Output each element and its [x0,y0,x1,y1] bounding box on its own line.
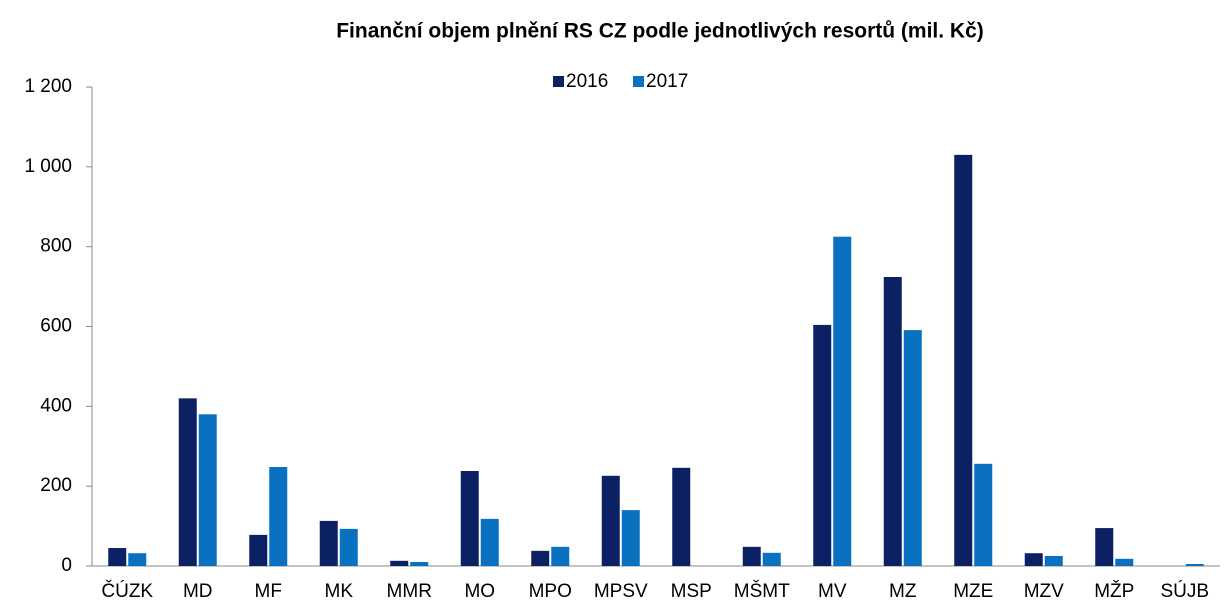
chart-title: Finanční objem plnění RS CZ podle jednot… [336,20,984,43]
legend-label: 2016 [566,71,608,92]
y-tick-label: 1 000 [24,156,72,177]
x-tick-label: MV [818,581,847,602]
x-tick-label: MPO [529,581,572,602]
x-tick-label: MMR [387,581,432,602]
y-tick-label: 600 [40,316,72,337]
x-tick-label: MO [464,581,495,602]
x-tick-label: MF [255,581,282,602]
x-tick-label: MZV [1024,581,1064,602]
y-tick-label: 1 200 [24,76,72,97]
y-tick-label: 0 [61,555,72,576]
bar [601,475,620,566]
bar [974,463,993,566]
x-tick-label: MZE [953,581,993,602]
x-tick-label: MZ [889,581,917,602]
legend-label: 2017 [646,71,688,92]
bar [621,510,640,566]
bar [883,277,902,566]
bar [1115,558,1134,566]
x-tick-label: MD [183,581,213,602]
x-tick-label: MŠMT [734,580,790,602]
bar [108,548,127,566]
x-tick-label: MSP [671,581,712,602]
bar [339,528,358,566]
x-tick-label: ČÚZK [101,580,153,602]
bar [1044,556,1063,566]
bar [1024,553,1043,566]
bar [903,330,922,566]
y-tick-label: 400 [40,395,72,416]
bar [410,562,429,566]
bar [954,154,973,566]
bar [390,560,409,566]
bar [1185,564,1204,566]
bar [460,470,479,566]
bar [480,518,499,566]
legend-swatch [633,76,644,87]
bar [742,546,761,566]
bar [269,467,288,566]
bar [531,550,550,566]
bar [178,398,197,566]
bar [198,414,217,566]
bar [1095,528,1114,566]
bar [128,553,147,566]
bar [551,546,570,566]
bar [249,534,268,566]
bar [319,520,338,566]
legend-swatch [553,76,564,87]
x-tick-label: MŽP [1094,580,1134,602]
y-tick-label: 200 [40,475,72,496]
bar [672,467,691,566]
bar [762,552,781,566]
bar [813,324,832,566]
x-tick-label: MK [325,581,354,602]
bar [833,236,852,566]
y-tick-label: 800 [40,236,72,257]
x-tick-label: SÚJB [1160,580,1209,602]
x-tick-label: MPSV [594,581,648,602]
